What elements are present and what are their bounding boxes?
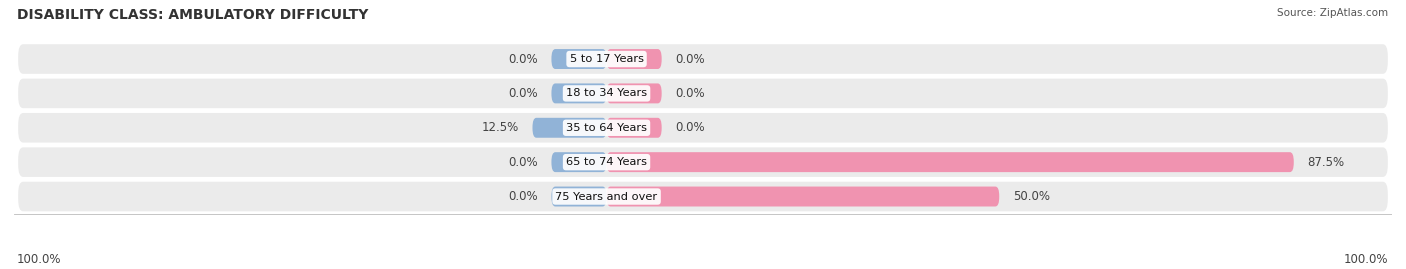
Text: 75 Years and over: 75 Years and over bbox=[555, 192, 658, 201]
FancyBboxPatch shape bbox=[606, 83, 662, 103]
Text: 0.0%: 0.0% bbox=[508, 52, 537, 66]
FancyBboxPatch shape bbox=[18, 113, 1388, 143]
FancyBboxPatch shape bbox=[551, 152, 606, 172]
FancyBboxPatch shape bbox=[606, 187, 1000, 207]
FancyBboxPatch shape bbox=[18, 182, 1388, 211]
FancyBboxPatch shape bbox=[18, 44, 1388, 74]
FancyBboxPatch shape bbox=[606, 49, 662, 69]
FancyBboxPatch shape bbox=[606, 152, 1294, 172]
Text: 18 to 34 Years: 18 to 34 Years bbox=[567, 89, 647, 98]
Text: 0.0%: 0.0% bbox=[508, 87, 537, 100]
Text: 12.5%: 12.5% bbox=[481, 121, 519, 134]
FancyBboxPatch shape bbox=[18, 79, 1388, 108]
Text: 100.0%: 100.0% bbox=[17, 253, 62, 266]
Text: 0.0%: 0.0% bbox=[508, 190, 537, 203]
Text: 50.0%: 50.0% bbox=[1014, 190, 1050, 203]
FancyBboxPatch shape bbox=[551, 49, 606, 69]
Text: 35 to 64 Years: 35 to 64 Years bbox=[567, 123, 647, 133]
Text: 0.0%: 0.0% bbox=[675, 87, 704, 100]
Text: 100.0%: 100.0% bbox=[1343, 253, 1388, 266]
FancyBboxPatch shape bbox=[551, 187, 606, 207]
Text: 65 to 74 Years: 65 to 74 Years bbox=[567, 157, 647, 167]
Text: 87.5%: 87.5% bbox=[1308, 156, 1344, 169]
FancyBboxPatch shape bbox=[533, 118, 606, 138]
Text: 5 to 17 Years: 5 to 17 Years bbox=[569, 54, 644, 64]
Text: DISABILITY CLASS: AMBULATORY DIFFICULTY: DISABILITY CLASS: AMBULATORY DIFFICULTY bbox=[17, 8, 368, 22]
FancyBboxPatch shape bbox=[551, 83, 606, 103]
Text: 0.0%: 0.0% bbox=[675, 121, 704, 134]
Text: 0.0%: 0.0% bbox=[675, 52, 704, 66]
Text: 0.0%: 0.0% bbox=[508, 156, 537, 169]
FancyBboxPatch shape bbox=[18, 147, 1388, 177]
Text: Source: ZipAtlas.com: Source: ZipAtlas.com bbox=[1277, 8, 1388, 18]
FancyBboxPatch shape bbox=[606, 118, 662, 138]
